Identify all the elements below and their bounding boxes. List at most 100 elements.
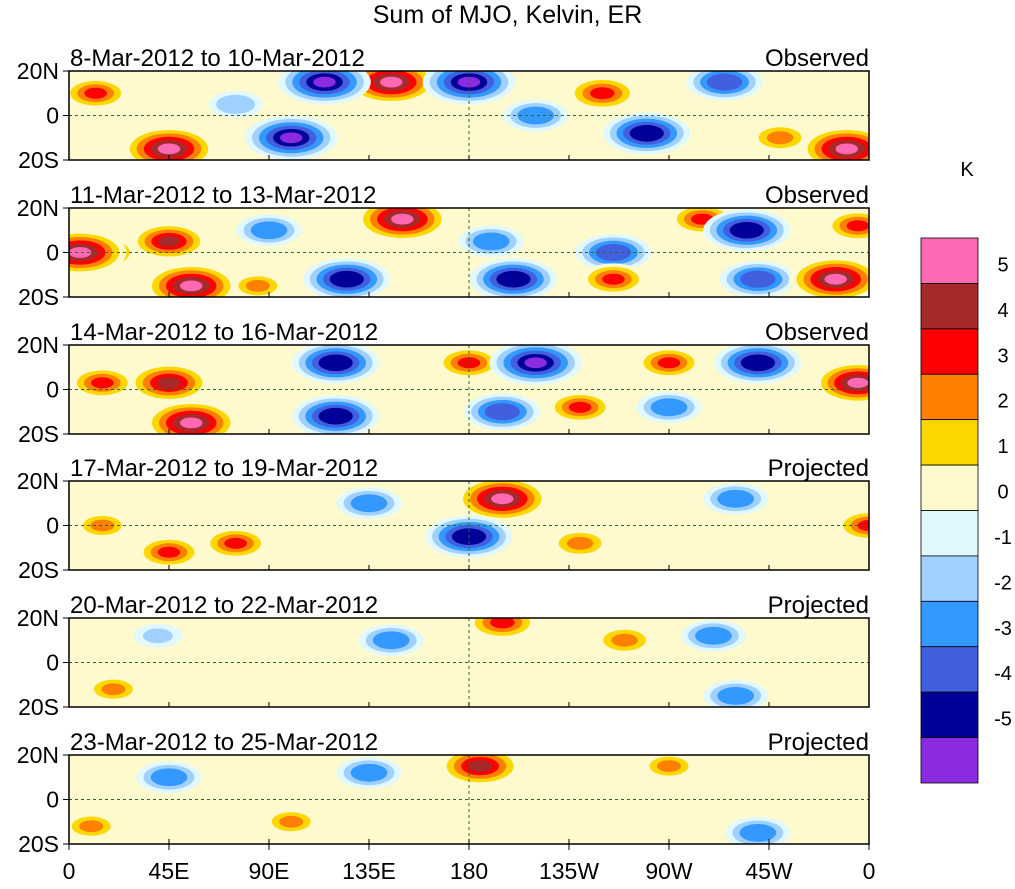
anomaly-contour — [724, 690, 747, 702]
x-tick-label: 45W — [745, 858, 793, 884]
anomaly-contour — [479, 235, 503, 247]
y-tick-label: 0 — [46, 513, 59, 539]
colorbar-tick-label: 5 — [997, 254, 1008, 276]
colorbar-tick-label: -1 — [994, 527, 1012, 549]
anomaly-contour — [468, 760, 492, 772]
anomaly-contour — [180, 417, 203, 429]
panel-date-range: 14-Mar-2012 to 16-Mar-2012 — [70, 319, 378, 346]
y-tick-label: 20S — [18, 557, 59, 583]
y-tick-label: 0 — [46, 240, 59, 266]
panel-3: 14-Mar-2012 to 16-Mar-2012 Observed 20N 0 20… — [17, 319, 870, 447]
panel-status: Projected — [768, 455, 869, 482]
anomaly-contour — [747, 273, 769, 285]
anomaly-contour — [84, 87, 107, 99]
colorbar-segment — [920, 600, 979, 648]
anomaly-contour — [611, 633, 638, 647]
anomaly-contour — [713, 76, 736, 88]
y-tick-label: 0 — [46, 787, 59, 813]
y-tick-label: 20S — [18, 147, 59, 173]
colorbar-tick-label: -4 — [994, 663, 1012, 685]
anomaly-contour — [502, 274, 524, 285]
anomaly-contour — [657, 357, 681, 369]
y-tick-label: 20S — [18, 421, 59, 447]
anomaly-field — [69, 71, 869, 160]
x-tick-label: 135W — [539, 858, 599, 884]
panel-status: Projected — [768, 592, 869, 619]
colorbar-tick-label: 1 — [997, 436, 1008, 458]
anomaly-contour — [325, 411, 347, 422]
colorbar-segment — [920, 555, 979, 602]
anomaly-contour — [746, 827, 770, 839]
anomaly-contour — [657, 401, 681, 413]
anomaly-contour — [524, 357, 547, 369]
anomaly-contour — [336, 274, 358, 285]
anomaly-contour — [590, 87, 615, 100]
anomaly-contour — [391, 213, 414, 225]
anomaly-contour — [224, 537, 247, 549]
x-tick-label: 0 — [63, 858, 76, 884]
anomaly-contour — [491, 493, 514, 505]
y-tick-label: 20N — [17, 605, 59, 631]
panel-date-range: 20-Mar-2012 to 22-Mar-2012 — [70, 592, 378, 619]
anomaly-contour — [636, 128, 658, 139]
colorbar-segment — [920, 737, 979, 784]
colorbar-segment — [920, 510, 979, 557]
x-tick-label: 135E — [342, 858, 396, 884]
anomaly-contour — [157, 377, 181, 389]
anomaly-contour — [824, 273, 847, 285]
anomaly-contour — [380, 76, 403, 88]
colorbar-segment — [920, 419, 979, 466]
y-tick-label: 20N — [17, 742, 59, 768]
x-axis: 0 45E 90E 135E 180 135W 90W 45W 0 — [63, 844, 876, 884]
anomaly-contour — [847, 377, 869, 388]
anomaly-contour — [101, 683, 126, 696]
y-tick-label: 0 — [46, 103, 59, 129]
anomaly-contour — [379, 634, 403, 646]
panel-status: Projected — [768, 729, 869, 756]
y-tick-label: 20N — [17, 195, 59, 221]
anomaly-contour — [566, 536, 594, 550]
colorbar-tick-label: -3 — [994, 618, 1012, 640]
anomaly-contour — [490, 618, 515, 629]
colorbar-tick-label: -5 — [994, 709, 1012, 731]
anomaly-contour — [524, 110, 547, 121]
anomaly-contour — [79, 820, 104, 833]
y-tick-label: 20N — [17, 58, 59, 84]
anomaly-contour — [702, 630, 725, 642]
colorbar-tick-label: 3 — [997, 345, 1008, 367]
anomaly-contour — [223, 98, 248, 111]
colorbar-segment — [920, 373, 979, 421]
anomaly-contour — [657, 760, 681, 772]
anomaly-contour — [568, 401, 592, 413]
anomaly-field — [69, 755, 791, 844]
colorbar-tick-label: -2 — [994, 572, 1012, 594]
anomaly-contour — [357, 767, 381, 779]
anomaly-contour — [279, 815, 304, 828]
panel-6: 23-Mar-2012 to 25-Mar-2012 Projected 20N 0 2… — [17, 729, 870, 857]
colorbar-segment — [920, 237, 979, 284]
anomaly-contour — [357, 497, 381, 509]
panel-date-range: 11-Mar-2012 to 13-Mar-2012 — [70, 182, 376, 209]
colorbar-tick-label: 0 — [997, 482, 1008, 504]
anomaly-contour — [313, 76, 336, 88]
colorbar-segment — [920, 691, 979, 738]
x-tick-label: 180 — [450, 858, 488, 884]
panel-1: 8-Mar-2012 to 10-Mar-2012 Observed 20N 0 20S — [17, 45, 870, 173]
anomaly-contour — [90, 519, 115, 532]
panel-5: 20-Mar-2012 to 22-Mar-2012 Projected 20N 0 2… — [17, 592, 870, 720]
panel-2: 11-Mar-2012 to 13-Mar-2012 Observed 20N 0 20… — [17, 182, 870, 310]
anomaly-contour — [91, 377, 114, 389]
x-tick-label: 0 — [863, 858, 876, 884]
anomaly-field — [69, 345, 869, 434]
anomaly-contour — [602, 273, 625, 285]
colorbar: 5 4 3 2 1 0 -1 -2 -3 -4 -5 K — [920, 159, 1012, 784]
panels-group: 8-Mar-2012 to 10-Mar-2012 Observed 20N 0 20S… — [17, 45, 870, 857]
anomaly-contour — [724, 493, 747, 505]
y-tick-label: 20N — [17, 468, 59, 494]
anomaly-contour — [158, 236, 180, 247]
anomaly-contour — [602, 247, 625, 258]
anomaly-contour — [157, 771, 181, 783]
colorbar-segment — [920, 328, 979, 375]
x-tick-label: 90W — [645, 858, 693, 884]
